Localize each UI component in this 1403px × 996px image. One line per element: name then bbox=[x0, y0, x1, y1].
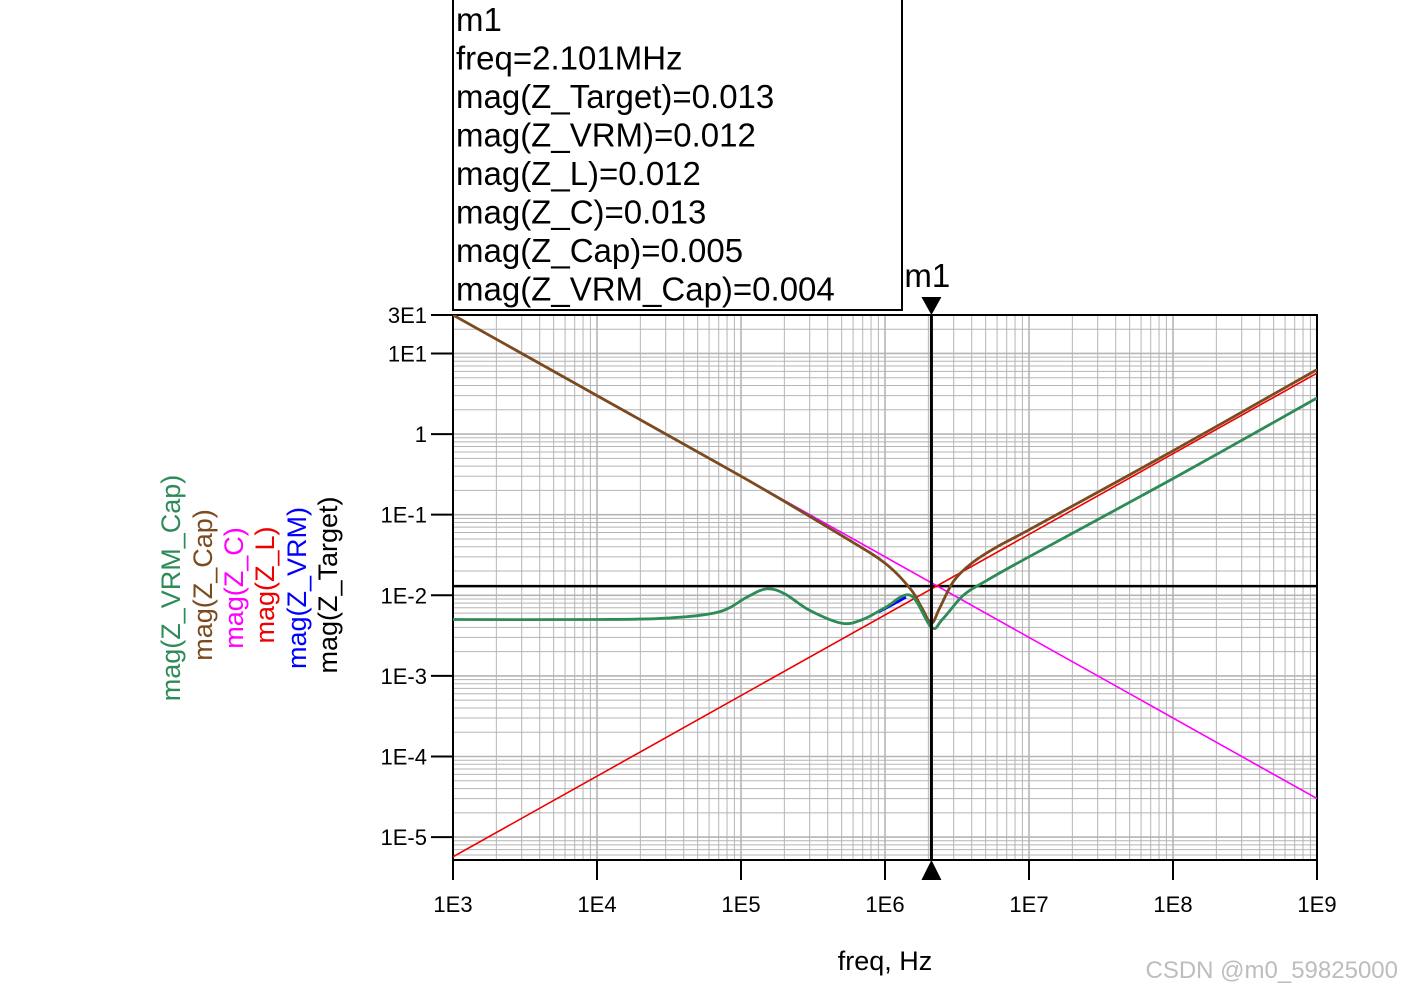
legend-entry: mag(Z_Target) bbox=[313, 496, 343, 673]
marker-bottom-arrow bbox=[921, 860, 942, 880]
marker-m1[interactable]: m1 bbox=[904, 257, 950, 880]
series-line-mag-z-l- bbox=[453, 372, 1317, 858]
readout-line: m1 bbox=[456, 1, 502, 38]
readout-line: mag(Z_VRM)=0.012 bbox=[456, 117, 756, 154]
x-tick-label: 1E8 bbox=[1153, 892, 1192, 917]
readout-line: freq=2.101MHz bbox=[456, 40, 683, 77]
marker-label: m1 bbox=[904, 257, 950, 294]
x-axis: 1E3 1E4 1E5 1E6 1E7 1E8 1E9 bbox=[433, 860, 1337, 917]
y-tick-label: 1E1 bbox=[388, 341, 427, 366]
series-line-mag-z-vrm-cap- bbox=[453, 396, 1317, 631]
y-tick-label: 1E-1 bbox=[381, 503, 427, 528]
x-tick-label: 1E4 bbox=[577, 892, 616, 917]
readout-line: mag(Z_Target)=0.013 bbox=[456, 78, 774, 115]
legend-entry: mag(Z_L) bbox=[250, 526, 280, 643]
y-tick-label: 1E-3 bbox=[381, 664, 427, 689]
watermark: CSDN @m0_59825000 bbox=[1145, 957, 1398, 984]
legend-entry: mag(Z_VRM_Cap) bbox=[156, 475, 186, 702]
y-axis: 3E1 1E1 1 1E-1 1E-2 1E-3 1E-4 1E-5 bbox=[381, 303, 453, 850]
x-tick-label: 1E9 bbox=[1297, 892, 1336, 917]
x-tick-label: 1E5 bbox=[721, 892, 760, 917]
x-tick-label: 1E3 bbox=[433, 892, 472, 917]
x-tick-label: 1E7 bbox=[1009, 892, 1048, 917]
plot-grid bbox=[453, 315, 1317, 860]
y-tick-label: 1E-4 bbox=[381, 744, 427, 769]
readout-line: mag(Z_L)=0.012 bbox=[456, 155, 701, 192]
y-tick-label: 1E-2 bbox=[381, 583, 427, 608]
readout-line: mag(Z_C)=0.013 bbox=[456, 194, 706, 231]
readout-line: mag(Z_VRM_Cap)=0.004 bbox=[456, 271, 835, 308]
legend-entry: mag(Z_C) bbox=[219, 527, 249, 649]
marker-top-arrow bbox=[921, 297, 942, 315]
y-tick-label: 1E-5 bbox=[381, 825, 427, 850]
y-tick-label: 3E1 bbox=[388, 303, 427, 328]
marker-readout-box: m1freq=2.101MHzmag(Z_Target)=0.013mag(Z_… bbox=[452, 0, 903, 311]
legend-entry: mag(Z_VRM) bbox=[282, 507, 312, 669]
readout-line: mag(Z_Cap)=0.005 bbox=[456, 232, 743, 269]
y-tick-label: 1 bbox=[415, 422, 427, 447]
x-tick-label: 1E6 bbox=[865, 892, 904, 917]
x-axis-title: freq, Hz bbox=[838, 946, 933, 976]
legend-entry: mag(Z_Cap) bbox=[188, 509, 218, 661]
readout-frame bbox=[452, 0, 903, 311]
legend: mag(Z_VRM_Cap) mag(Z_Cap) mag(Z_C) mag(Z_L)… bbox=[156, 475, 343, 702]
